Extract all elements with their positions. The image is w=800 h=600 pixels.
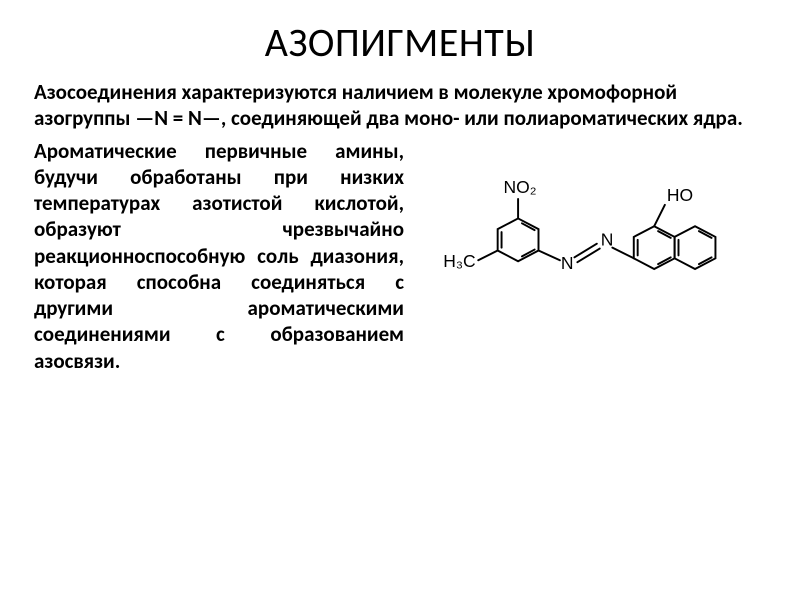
body-paragraph: Ароматические первичные амины, будучи об… (34, 138, 404, 374)
label-azo-n2: N (601, 229, 614, 249)
slide-title: АЗОПИГМЕНТЫ (34, 18, 766, 67)
structure-container: H₃C NO₂ N N HO (404, 138, 766, 344)
label-methyl: H₃C (443, 251, 475, 271)
label-hydroxyl: HO (667, 184, 693, 204)
chemical-structure-icon: H₃C NO₂ N N HO (416, 164, 766, 339)
label-nitro: NO₂ (504, 177, 537, 197)
content-columns: Ароматические первичные амины, будучи об… (34, 138, 766, 374)
intro-paragraph: Азосоединения характеризуются наличием в… (34, 79, 766, 132)
slide: АЗОПИГМЕНТЫ Азосоединения характеризуютс… (0, 0, 800, 600)
label-azo-n1: N (561, 253, 574, 273)
